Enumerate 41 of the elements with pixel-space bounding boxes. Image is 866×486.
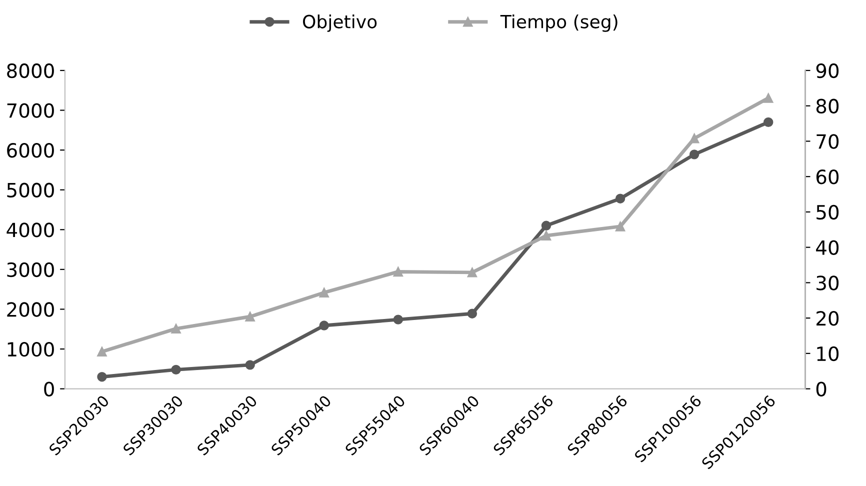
point bbox=[97, 372, 107, 382]
point bbox=[171, 364, 181, 375]
y2-tick-label: 90 bbox=[816, 63, 839, 78]
point bbox=[319, 320, 329, 330]
point bbox=[97, 346, 107, 357]
y-tick-label: 4000 bbox=[6, 222, 54, 238]
point bbox=[467, 268, 478, 278]
y2-tick-label: 30 bbox=[816, 276, 839, 290]
y-tick-label: 0 bbox=[44, 382, 54, 396]
point bbox=[763, 117, 774, 128]
point bbox=[319, 288, 329, 298]
point bbox=[689, 134, 700, 144]
point bbox=[393, 314, 404, 324]
point bbox=[689, 150, 700, 160]
y-tick-label: 1000 bbox=[8, 342, 54, 357]
point bbox=[541, 220, 552, 231]
point bbox=[467, 308, 478, 318]
point bbox=[763, 93, 774, 103]
point bbox=[541, 230, 552, 241]
y2-tick-label: 20 bbox=[816, 311, 839, 326]
y-tick-label: 8000 bbox=[7, 63, 54, 78]
y-tick-label: 7000 bbox=[7, 103, 54, 118]
point bbox=[615, 194, 626, 204]
y2-tick-label: 40 bbox=[816, 240, 839, 255]
y2-tick-label: 60 bbox=[816, 170, 839, 184]
y2-tick-label: 70 bbox=[816, 134, 839, 149]
point bbox=[171, 324, 181, 334]
legend-label: Objetivo bbox=[303, 14, 377, 32]
point bbox=[245, 312, 255, 322]
y2-tick-label: 50 bbox=[816, 204, 839, 220]
point bbox=[615, 222, 626, 232]
y-tick-label: 6000 bbox=[7, 143, 54, 158]
point bbox=[393, 266, 404, 277]
y-tick-label: 2000 bbox=[7, 302, 54, 317]
y2-tick-label: 0 bbox=[816, 382, 826, 396]
y2-tick-label: 10 bbox=[817, 346, 839, 362]
point bbox=[245, 360, 255, 370]
y-tick-label: 3000 bbox=[7, 262, 54, 278]
y-tick-label: 5000 bbox=[7, 182, 54, 198]
legend-label: Tiempo (seg) bbox=[500, 14, 618, 32]
y2-tick-label: 80 bbox=[816, 98, 839, 114]
